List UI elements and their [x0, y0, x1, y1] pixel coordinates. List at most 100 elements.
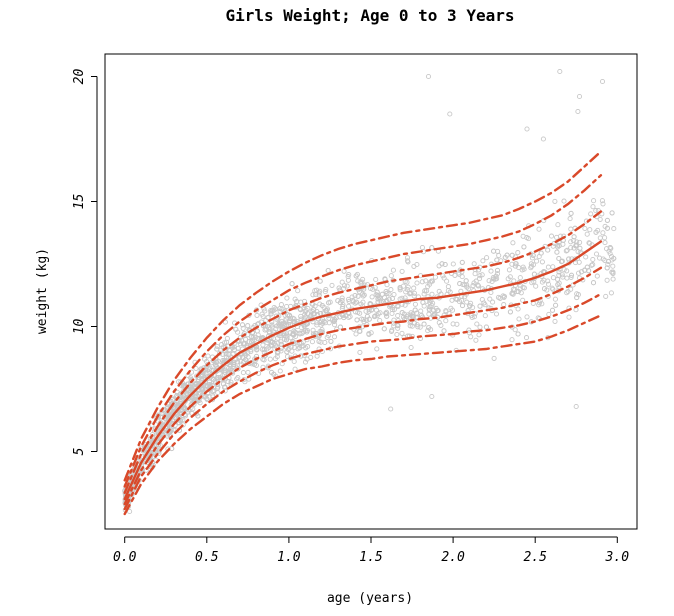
- data-point: [242, 379, 248, 385]
- data-point: [602, 235, 608, 241]
- data-point: [262, 327, 268, 333]
- chart-title: Girls Weight; Age 0 to 3 Years: [226, 6, 515, 25]
- data-point: [448, 305, 454, 311]
- data-point: [269, 322, 275, 328]
- quantile-curve-3: [123, 266, 603, 506]
- data-point: [389, 295, 395, 302]
- data-point: [429, 291, 435, 297]
- data-point: [574, 295, 580, 301]
- data-point: [464, 299, 470, 305]
- data-point: [587, 227, 593, 233]
- quantile-curve-7: [123, 150, 603, 482]
- data-point: [496, 252, 502, 259]
- data-point: [559, 272, 565, 278]
- data-point: [452, 272, 458, 278]
- data-point: [224, 364, 230, 370]
- data-point: [423, 278, 429, 284]
- data-point: [284, 331, 290, 337]
- data-point: [225, 379, 231, 385]
- data-point: [271, 371, 277, 377]
- data-point: [353, 299, 360, 305]
- data-point: [573, 307, 579, 313]
- data-point: [222, 340, 228, 346]
- data-point: [538, 250, 544, 256]
- data-point: [411, 285, 417, 291]
- data-point: [536, 226, 542, 232]
- data-point: [273, 326, 279, 332]
- data-point: [425, 328, 431, 334]
- outlier-point: [388, 406, 394, 412]
- data-point: [291, 358, 297, 365]
- data-point: [277, 308, 283, 314]
- data-point: [261, 306, 267, 312]
- x-tick-label: 2.5: [523, 550, 547, 565]
- data-point: [530, 262, 536, 268]
- data-point: [481, 300, 487, 306]
- data-point: [412, 301, 418, 307]
- data-point: [597, 235, 603, 241]
- data-point: [215, 375, 221, 381]
- data-point: [440, 273, 446, 279]
- data-point: [404, 255, 411, 261]
- data-point: [539, 259, 545, 265]
- data-point: [291, 319, 297, 325]
- data-point: [593, 229, 599, 235]
- data-point: [331, 319, 337, 325]
- data-point: [277, 368, 283, 374]
- data-point: [407, 323, 413, 329]
- data-point: [283, 337, 289, 343]
- y-tick-label: 5: [72, 447, 87, 455]
- x-tick-label: 0.5: [195, 550, 219, 565]
- data-point: [196, 375, 202, 381]
- data-point: [568, 286, 574, 292]
- data-point: [589, 262, 595, 268]
- data-point: [556, 269, 562, 275]
- data-point: [531, 279, 537, 285]
- data-point: [564, 275, 570, 281]
- data-point: [375, 299, 381, 305]
- data-point: [316, 338, 322, 344]
- data-point: [555, 276, 561, 282]
- data-point: [245, 349, 251, 356]
- data-point: [384, 313, 390, 319]
- data-point: [501, 302, 507, 308]
- data-point: [604, 277, 610, 283]
- data-point: [374, 346, 380, 352]
- data-point: [195, 413, 201, 419]
- data-point: [220, 381, 226, 387]
- data-point: [368, 330, 374, 336]
- data-point: [357, 328, 363, 334]
- data-point: [422, 288, 428, 294]
- data-point: [590, 256, 596, 263]
- data-point: [604, 217, 610, 223]
- data-point: [254, 328, 260, 334]
- data-point: [460, 281, 466, 288]
- data-point: [475, 283, 481, 289]
- data-point: [397, 287, 403, 293]
- data-point: [192, 383, 198, 389]
- data-point: [464, 284, 470, 290]
- scatter-points: [122, 68, 617, 515]
- data-point: [353, 273, 359, 279]
- x-tick-label: 2.0: [441, 550, 465, 565]
- data-point: [539, 301, 545, 307]
- data-point: [391, 306, 397, 312]
- data-point: [231, 344, 238, 350]
- data-point: [566, 314, 572, 320]
- data-point: [366, 316, 372, 322]
- data-point: [213, 359, 220, 365]
- data-point: [203, 368, 209, 374]
- data-point: [321, 318, 327, 324]
- data-point: [521, 266, 527, 272]
- data-point: [193, 381, 199, 387]
- outlier-point: [524, 126, 530, 132]
- data-point: [317, 301, 323, 307]
- data-point: [361, 292, 367, 298]
- data-point: [193, 365, 199, 372]
- data-point: [404, 258, 411, 264]
- data-point: [602, 240, 608, 246]
- data-point: [261, 347, 267, 353]
- data-point: [605, 258, 612, 264]
- data-point: [243, 336, 249, 342]
- data-point: [372, 284, 378, 291]
